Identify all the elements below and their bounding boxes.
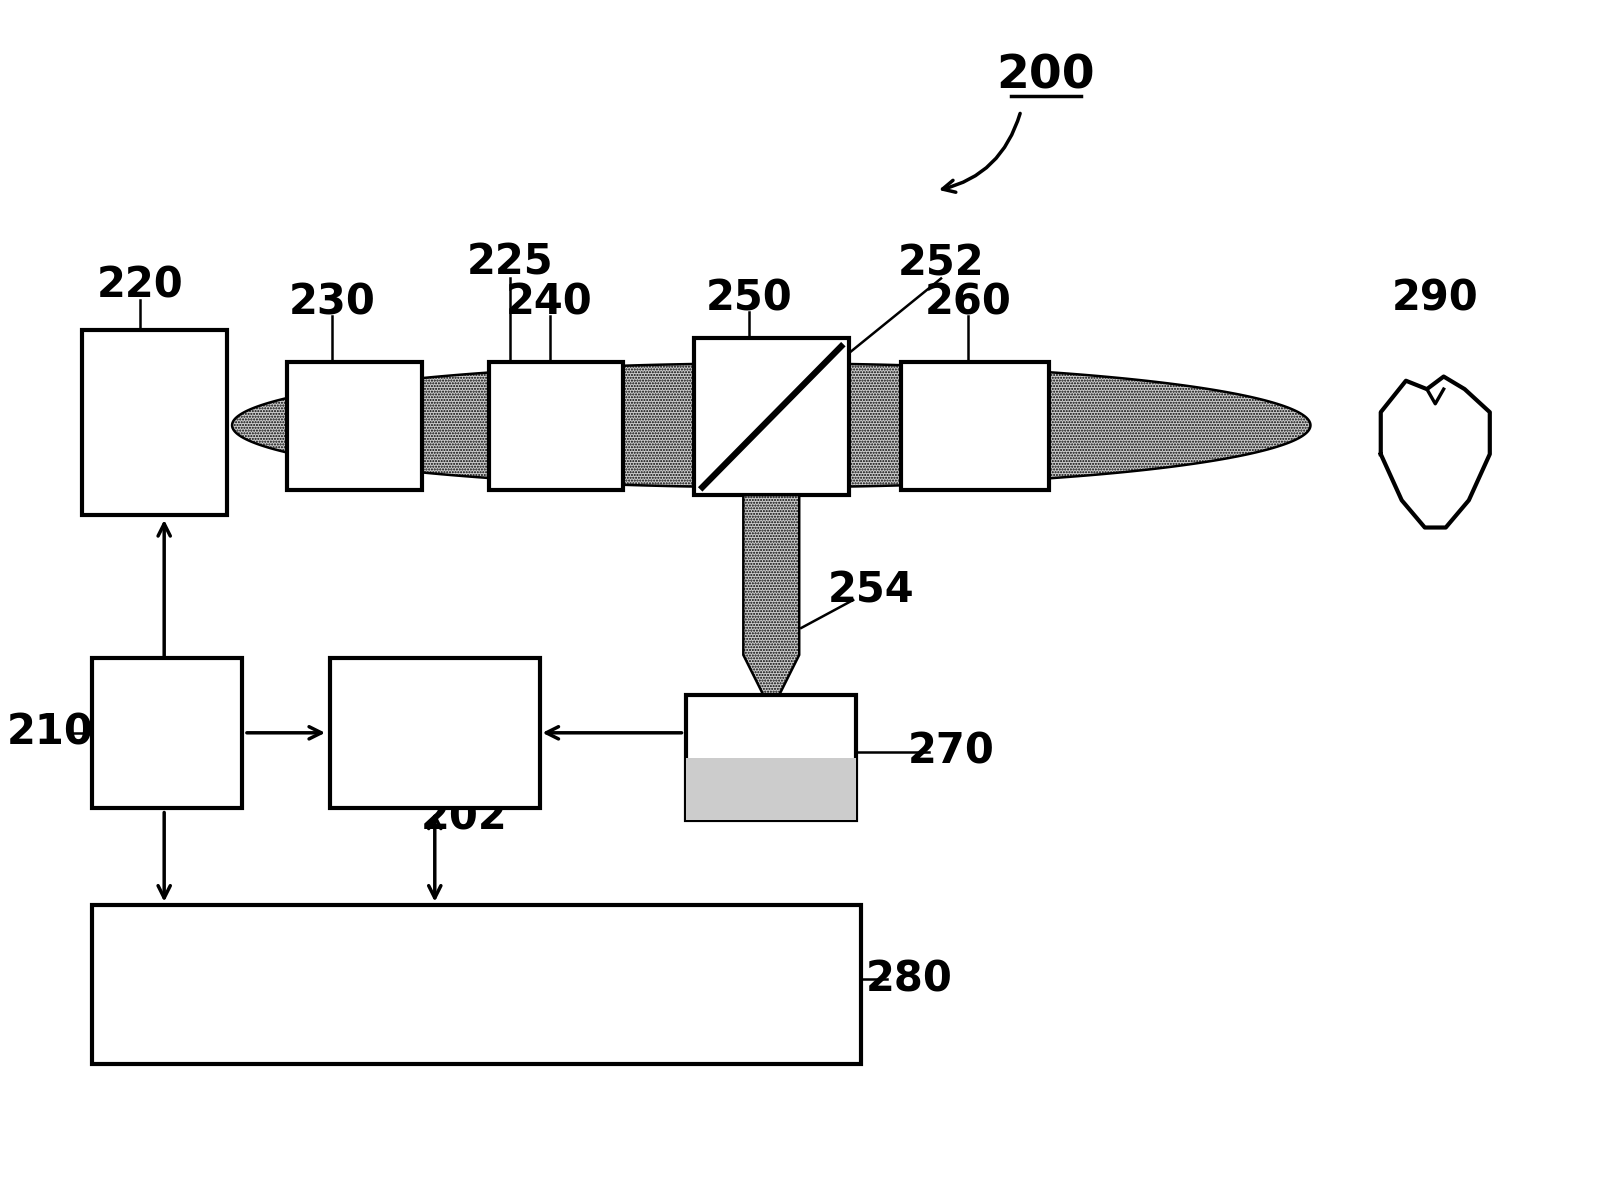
- Bar: [287, 362, 423, 490]
- Polygon shape: [232, 364, 1310, 488]
- Text: 290: 290: [1392, 277, 1478, 319]
- Text: 225: 225: [466, 242, 554, 283]
- Bar: [902, 362, 1049, 490]
- Text: 270: 270: [908, 731, 994, 773]
- Text: 250: 250: [706, 277, 793, 319]
- Text: 252: 252: [897, 242, 984, 284]
- Text: 254: 254: [827, 569, 915, 610]
- Text: 280: 280: [866, 958, 952, 1001]
- Text: 200: 200: [997, 53, 1094, 99]
- Text: 260: 260: [924, 282, 1012, 324]
- Bar: [489, 362, 623, 490]
- Bar: [92, 657, 243, 808]
- Bar: [92, 904, 861, 1064]
- Bar: [686, 695, 856, 820]
- Text: 202: 202: [421, 797, 507, 839]
- Text: 230: 230: [288, 282, 376, 324]
- Polygon shape: [232, 364, 1310, 488]
- Text: 220: 220: [97, 265, 183, 307]
- Polygon shape: [743, 495, 800, 725]
- Text: 210: 210: [6, 712, 94, 754]
- Text: 240: 240: [507, 282, 593, 324]
- Bar: [83, 330, 227, 515]
- Bar: [686, 757, 856, 820]
- Polygon shape: [743, 495, 800, 725]
- Bar: [330, 657, 539, 808]
- Bar: [695, 338, 848, 495]
